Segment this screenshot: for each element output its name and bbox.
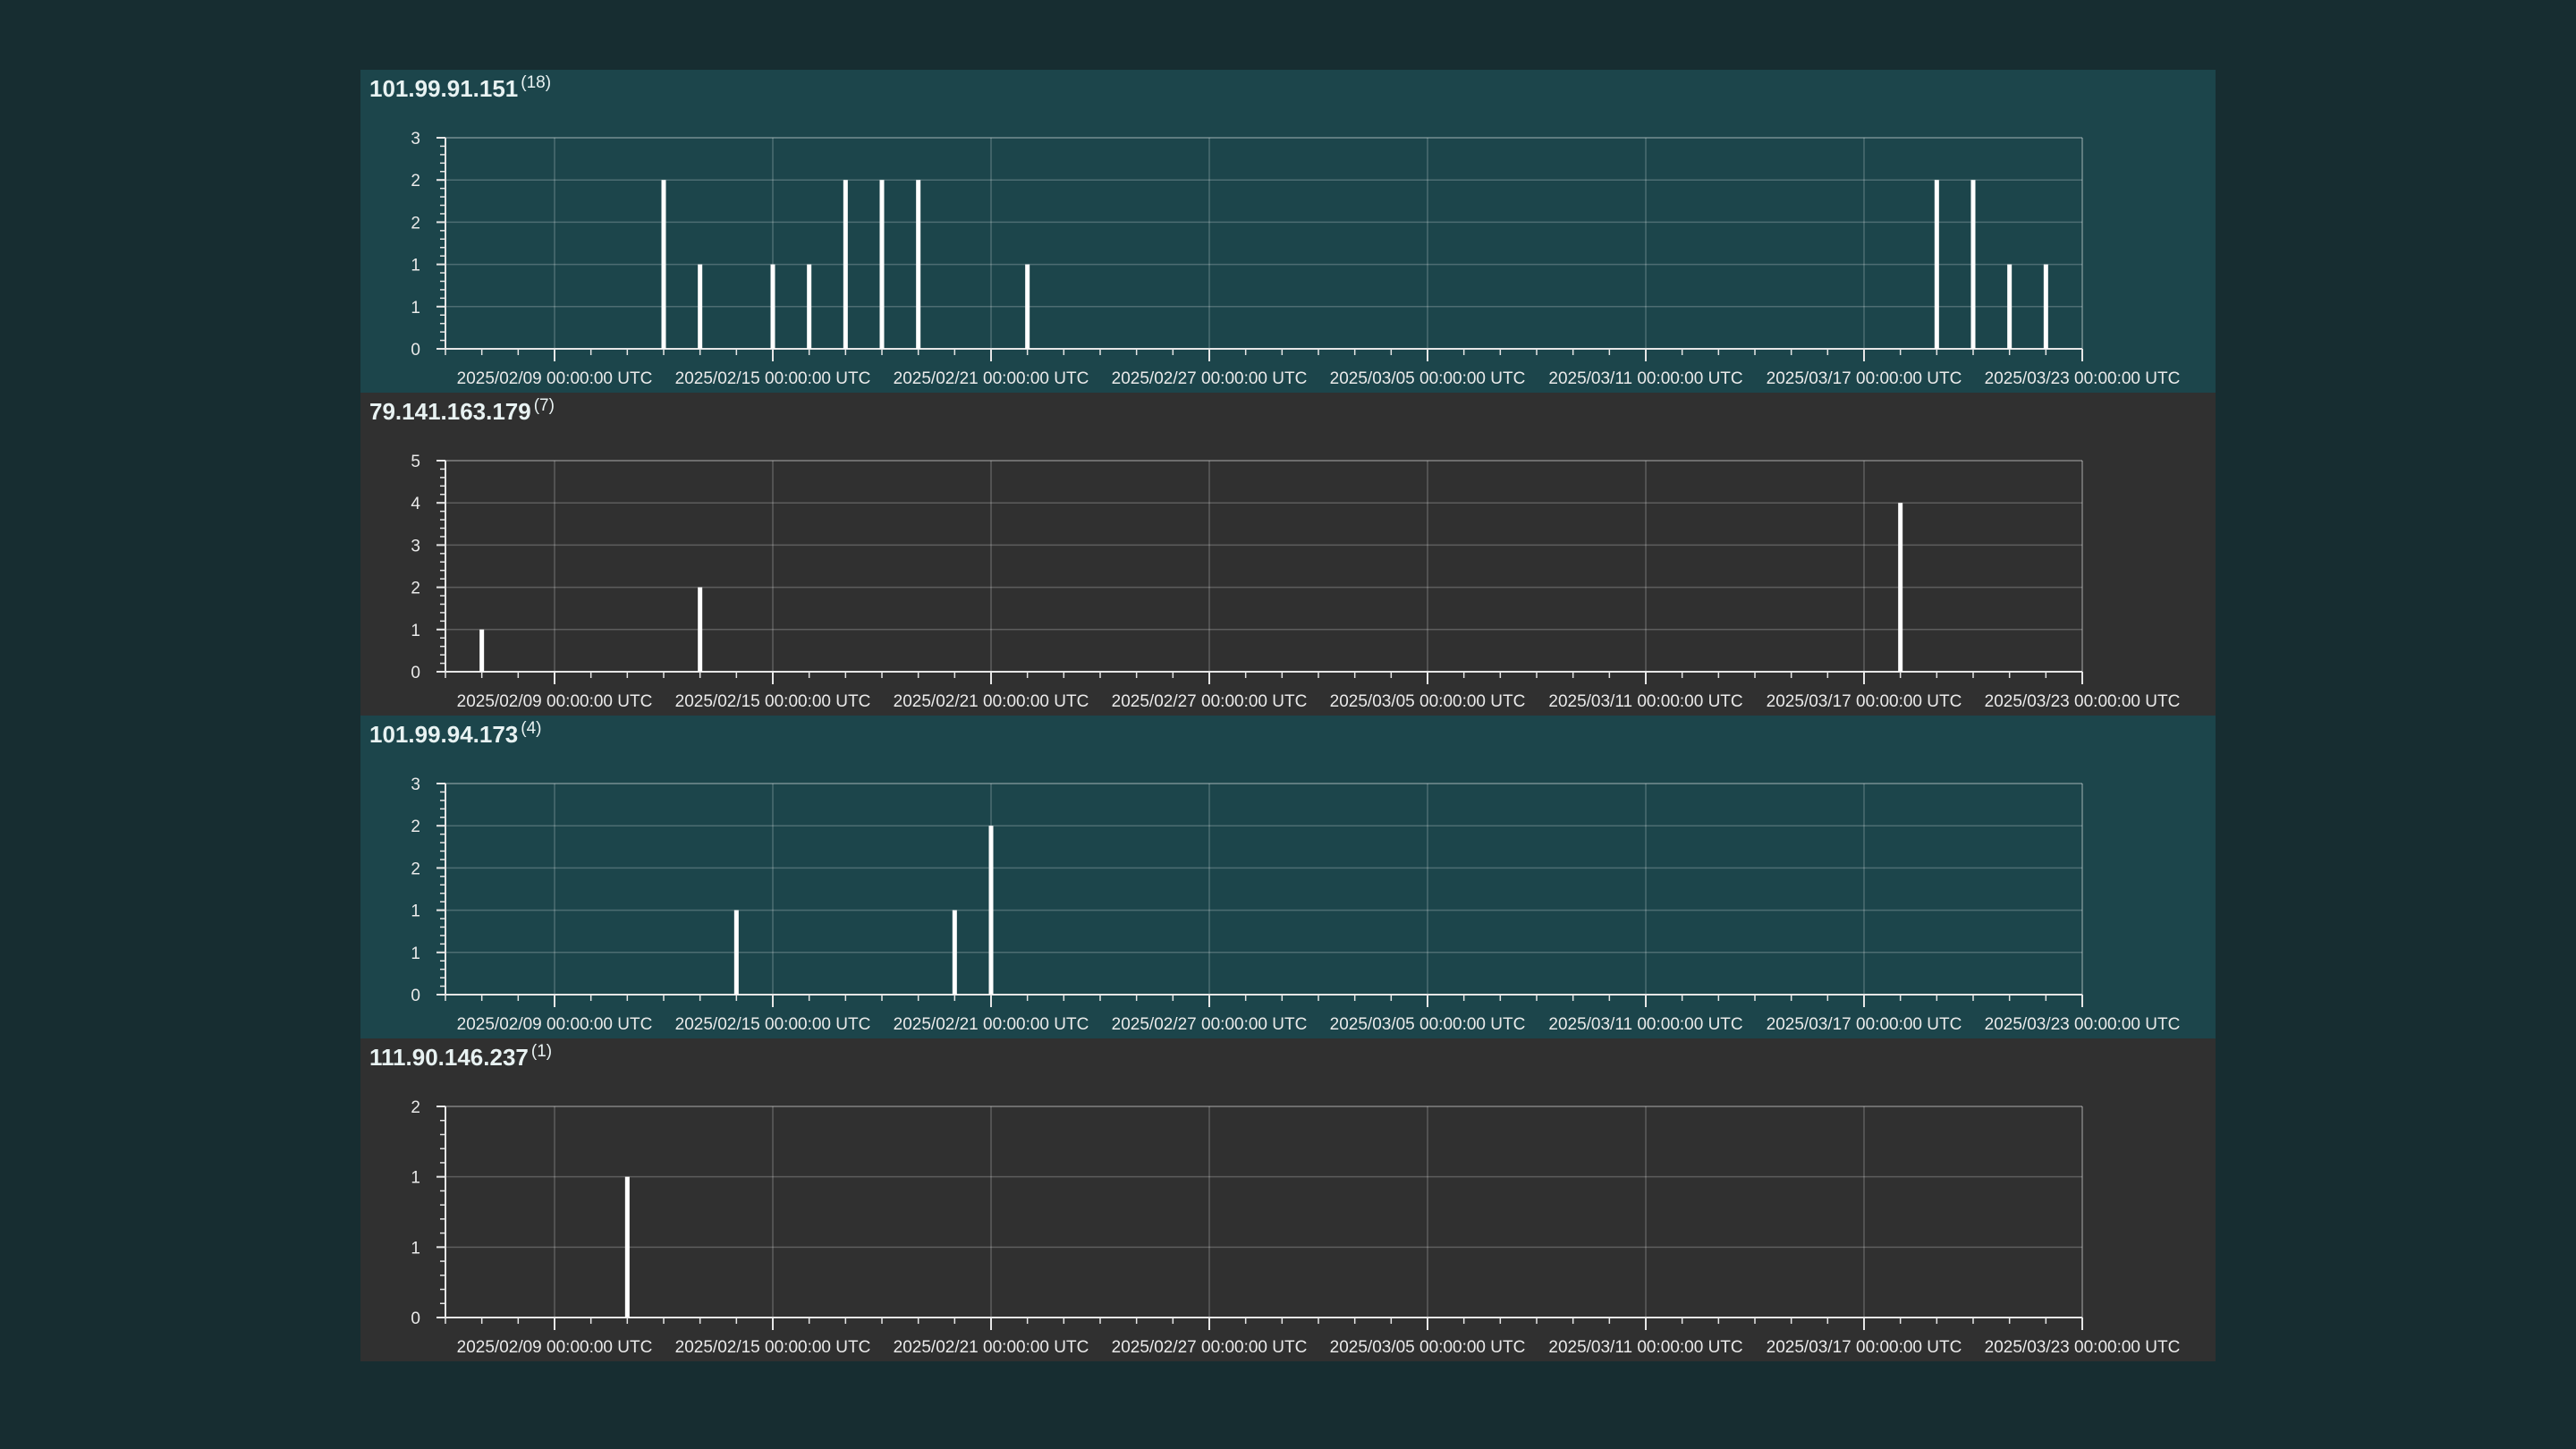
chart-panels: 101.99.91.151 (18) 0 1 1 2 2 3 2025/02/09 00:00… — [360, 70, 2216, 1361]
y-tick-label: 2 — [411, 818, 420, 836]
x-tick-label: 2025/02/09 00:00:00 UTC — [457, 1015, 653, 1034]
x-tick-label: 2025/03/17 00:00:00 UTC — [1767, 369, 1962, 388]
x-tick-label: 2025/03/11 00:00:00 UTC — [1548, 369, 1742, 388]
y-tick-label: 1 — [411, 945, 420, 963]
x-tick-label: 2025/02/15 00:00:00 UTC — [675, 1338, 871, 1357]
chart-panel-3: 101.99.94.173 (4) 0 1 1 2 2 3 2025/02/09 00:00:… — [360, 716, 2216, 1038]
bar — [916, 180, 921, 349]
bar — [843, 180, 848, 349]
bar — [952, 910, 957, 995]
y-tick-label: 1 — [411, 299, 420, 318]
panel-title: 101.99.94.173 (4) — [369, 719, 542, 749]
x-tick-label: 2025/03/05 00:00:00 UTC — [1330, 692, 1526, 711]
event-count: (4) — [521, 719, 542, 739]
ip-address: 101.99.91.151 — [369, 75, 519, 102]
bar — [770, 264, 775, 349]
y-tick-label: 2 — [411, 860, 420, 878]
x-tick-label: 2025/03/23 00:00:00 UTC — [1985, 369, 2181, 388]
x-tick-label: 2025/03/17 00:00:00 UTC — [1767, 692, 1962, 711]
y-tick-label: 4 — [411, 495, 420, 513]
event-count: (18) — [521, 73, 552, 93]
bar — [624, 1176, 630, 1318]
x-tick-label: 2025/03/17 00:00:00 UTC — [1767, 1015, 1962, 1034]
bar — [1934, 180, 1939, 349]
y-tick-label: 0 — [411, 341, 420, 360]
bar — [807, 264, 812, 349]
x-tick-label: 2025/02/15 00:00:00 UTC — [675, 369, 871, 388]
y-tick-label: 1 — [411, 622, 420, 640]
x-tick-label: 2025/03/11 00:00:00 UTC — [1548, 1338, 1742, 1357]
panel-title: 101.99.91.151 (18) — [369, 73, 552, 103]
x-tick-label: 2025/03/05 00:00:00 UTC — [1330, 1338, 1526, 1357]
x-tick-label: 2025/02/27 00:00:00 UTC — [1112, 1015, 1308, 1034]
x-tick-label: 2025/03/17 00:00:00 UTC — [1767, 1338, 1962, 1357]
panel-title: 79.141.163.179 (7) — [369, 396, 555, 426]
event-count: (1) — [530, 1042, 553, 1062]
bar — [698, 587, 703, 672]
bar — [479, 629, 485, 672]
bar-chart: 0 1 2 3 4 5 2025/02/09 00:00:00 UTC 2025/02/15 … — [411, 453, 2181, 711]
x-tick-label: 2025/02/15 00:00:00 UTC — [675, 1015, 871, 1034]
x-tick-label: 2025/02/21 00:00:00 UTC — [894, 692, 1089, 711]
chart-panel-1: 101.99.91.151 (18) 0 1 1 2 2 3 2025/02/09 00:00… — [360, 70, 2216, 393]
x-tick-label: 2025/02/21 00:00:00 UTC — [894, 1015, 1089, 1034]
chart-panel-4: 111.90.146.237 (1) 0 1 1 2 2025/02/09 00:00:0… — [360, 1038, 2216, 1361]
bar-chart: 0 1 1 2 2 3 2025/02/09 00:00:00 UTC 2025/02/15 … — [411, 130, 2181, 388]
bar — [733, 910, 739, 995]
y-tick-label: 2 — [411, 172, 420, 191]
bar — [1970, 180, 1976, 349]
x-tick-label: 2025/02/27 00:00:00 UTC — [1112, 692, 1308, 711]
y-tick-label: 1 — [411, 1169, 420, 1188]
x-tick-label: 2025/03/11 00:00:00 UTC — [1548, 1015, 1742, 1034]
bar-chart: 0 1 1 2 2 3 2025/02/09 00:00:00 UTC 2025/02/15 … — [411, 775, 2181, 1034]
x-tick-label: 2025/02/09 00:00:00 UTC — [457, 1338, 653, 1357]
bar — [661, 180, 666, 349]
ip-address: 111.90.146.237 — [369, 1044, 529, 1071]
x-tick-label: 2025/02/21 00:00:00 UTC — [894, 1338, 1089, 1357]
x-tick-label: 2025/03/23 00:00:00 UTC — [1985, 1338, 2181, 1357]
y-tick-label: 5 — [411, 453, 420, 471]
bar — [1025, 264, 1030, 349]
x-tick-label: 2025/02/09 00:00:00 UTC — [457, 692, 653, 711]
y-tick-label: 2 — [411, 214, 420, 233]
x-tick-label: 2025/02/27 00:00:00 UTC — [1112, 1338, 1308, 1357]
x-tick-label: 2025/03/23 00:00:00 UTC — [1985, 1015, 2181, 1034]
bar — [988, 826, 994, 995]
x-tick-label: 2025/02/27 00:00:00 UTC — [1112, 369, 1308, 388]
ip-address: 101.99.94.173 — [369, 721, 519, 748]
y-tick-label: 2 — [411, 1098, 420, 1117]
bar-chart: 0 1 1 2 2025/02/09 00:00:00 UTC 2025/02/15 00… — [411, 1098, 2181, 1357]
ip-address: 79.141.163.179 — [369, 398, 531, 425]
y-tick-label: 1 — [411, 902, 420, 921]
y-tick-label: 0 — [411, 987, 420, 1005]
bar — [2007, 264, 2012, 349]
event-count: (7) — [533, 396, 555, 416]
y-tick-label: 3 — [411, 775, 420, 794]
chart-panel-2: 79.141.163.179 (7) 0 1 2 3 4 5 2025/02/09 00:00… — [360, 393, 2216, 716]
y-tick-label: 1 — [411, 257, 420, 275]
y-tick-label: 3 — [411, 130, 420, 148]
x-tick-label: 2025/03/23 00:00:00 UTC — [1985, 692, 2181, 711]
x-tick-label: 2025/03/05 00:00:00 UTC — [1330, 369, 1526, 388]
y-tick-label: 2 — [411, 580, 420, 598]
y-tick-label: 0 — [411, 1309, 420, 1328]
x-tick-label: 2025/03/11 00:00:00 UTC — [1548, 692, 1742, 711]
x-tick-label: 2025/02/09 00:00:00 UTC — [457, 369, 653, 388]
x-tick-label: 2025/03/05 00:00:00 UTC — [1330, 1015, 1526, 1034]
bar — [2043, 264, 2048, 349]
bar — [1898, 503, 1903, 672]
panel-title: 111.90.146.237 (1) — [369, 1042, 553, 1072]
y-tick-label: 0 — [411, 664, 420, 682]
bar — [698, 264, 703, 349]
bar — [879, 180, 885, 349]
y-tick-label: 3 — [411, 537, 420, 555]
x-tick-label: 2025/02/15 00:00:00 UTC — [675, 692, 871, 711]
y-tick-label: 1 — [411, 1239, 420, 1258]
x-tick-label: 2025/02/21 00:00:00 UTC — [894, 369, 1089, 388]
